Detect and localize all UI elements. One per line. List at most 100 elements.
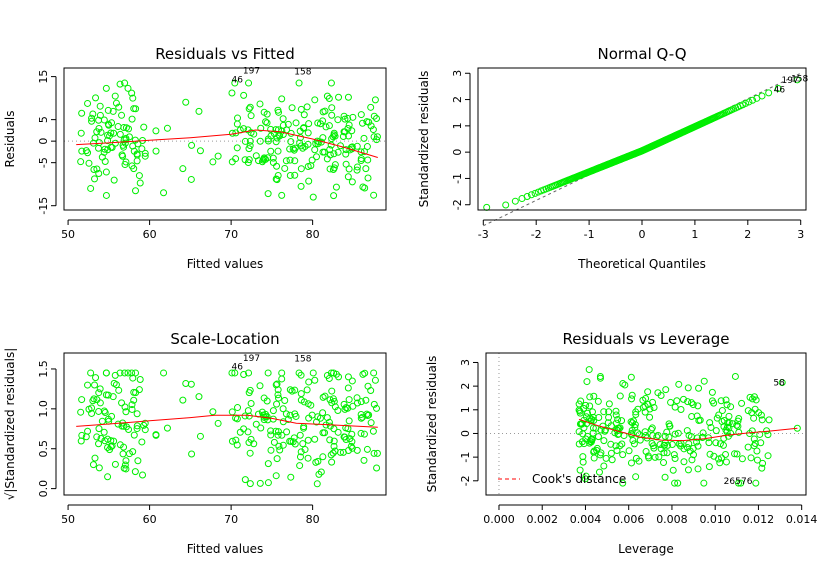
data-point [90, 165, 98, 173]
data-point [129, 142, 137, 150]
data-point [311, 146, 319, 154]
data-point [641, 408, 649, 416]
data-point [735, 479, 743, 487]
data-point [124, 84, 132, 92]
data-point [596, 451, 604, 459]
plot-frame [63, 352, 387, 496]
data-point [371, 96, 379, 104]
x-tick-label: 0.012 [743, 513, 775, 526]
data-point [77, 129, 85, 137]
data-point [373, 133, 381, 141]
data-point [344, 373, 352, 381]
data-point [270, 130, 278, 138]
data-point [95, 116, 103, 124]
data-point [657, 392, 665, 400]
data-point [244, 407, 252, 415]
y-tick-label: -1 [451, 173, 464, 184]
data-point [734, 422, 742, 430]
data-point [296, 431, 304, 439]
data-point [267, 125, 275, 133]
data-point [256, 100, 264, 108]
data-point [289, 438, 297, 446]
data-point [214, 419, 222, 427]
data-point [272, 472, 280, 480]
data-point [240, 371, 248, 379]
point-annotation: 158 [791, 75, 808, 85]
data-point [96, 111, 104, 119]
data-point [179, 165, 187, 173]
data-point [96, 102, 104, 110]
x-tick-label: 60 [143, 513, 157, 526]
data-point [187, 380, 195, 388]
data-point [232, 155, 240, 163]
data-point [121, 461, 129, 469]
data-point [250, 440, 258, 448]
data-point [752, 479, 760, 487]
data-point [646, 405, 654, 413]
data-point [753, 447, 761, 455]
data-point [163, 124, 171, 132]
data-point [279, 418, 287, 426]
data-point [371, 376, 379, 384]
data-point [614, 415, 622, 423]
data-point [118, 111, 126, 119]
data-point [256, 137, 264, 145]
data-point [112, 99, 120, 107]
data-point [138, 145, 146, 153]
data-point [241, 137, 249, 145]
data-point [593, 444, 601, 452]
data-point [296, 453, 304, 461]
data-point [163, 424, 171, 432]
y-tick-label: 0 [459, 430, 472, 437]
y-tick-label: -1 [459, 452, 472, 463]
data-point [718, 407, 726, 415]
point-annotation: 58 [773, 379, 785, 389]
data-point [715, 411, 723, 419]
data-point [336, 448, 344, 456]
x-tick-label: 2 [744, 228, 751, 241]
data-point [319, 409, 327, 417]
data-point [267, 427, 275, 435]
point-cloud [77, 79, 381, 201]
data-point [257, 424, 265, 432]
data-point [329, 449, 337, 457]
data-point [121, 369, 129, 377]
y-tick-label: 2 [459, 383, 472, 390]
data-point [304, 436, 312, 444]
data-point [583, 378, 591, 386]
data-point [334, 148, 342, 156]
data-point [300, 111, 308, 119]
data-point [120, 123, 128, 131]
data-point [348, 178, 356, 186]
data-point [706, 419, 714, 427]
data-point [328, 458, 336, 466]
data-point [747, 454, 755, 462]
data-point [286, 411, 294, 419]
data-point [328, 104, 336, 112]
data-point [273, 380, 281, 388]
data-point [619, 380, 627, 388]
data-point [278, 375, 286, 383]
data-point [348, 430, 356, 438]
data-point [370, 449, 378, 457]
data-point [245, 389, 253, 397]
data-point [357, 111, 365, 119]
panel-3: 50 60 70 80 0.0 0.5 1.0 1.5 Scale-Location Fitted… [3, 330, 387, 556]
data-point [250, 130, 258, 138]
data-point [728, 420, 736, 428]
data-point [330, 131, 338, 139]
data-point [91, 175, 99, 183]
data-point [344, 114, 352, 122]
data-point [97, 434, 105, 442]
data-point [77, 158, 85, 166]
data-point [511, 197, 519, 205]
data-point [645, 454, 653, 462]
data-point [102, 168, 110, 176]
data-point [95, 170, 103, 178]
data-point [632, 411, 640, 419]
data-point [370, 191, 378, 199]
data-point [595, 468, 603, 476]
data-point [737, 479, 745, 487]
data-point [296, 139, 304, 147]
data-point [752, 396, 760, 404]
